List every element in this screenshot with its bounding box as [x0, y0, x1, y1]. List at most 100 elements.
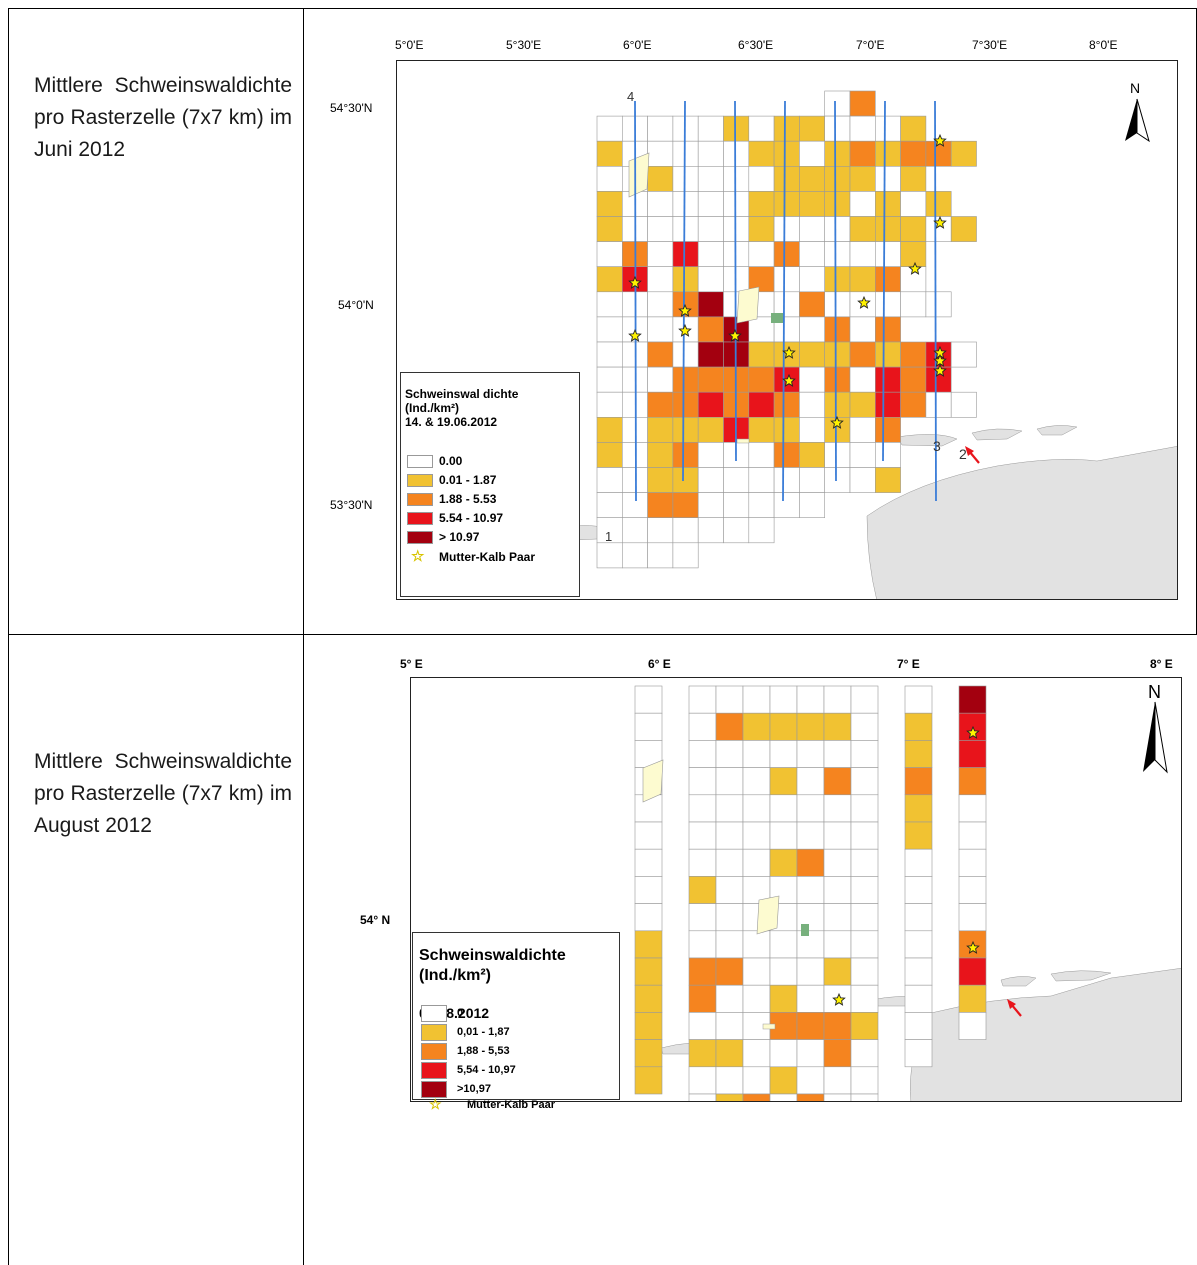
grid-cell — [715, 876, 744, 904]
axis-label: 5°0'E — [395, 38, 424, 52]
grid-cell — [769, 740, 798, 768]
grid-cell — [688, 903, 717, 932]
star-icon — [678, 303, 692, 317]
grid-cell — [849, 467, 876, 493]
grid-cell — [958, 1012, 987, 1040]
grid-cell — [900, 191, 927, 217]
grid-cell — [697, 517, 724, 544]
grid-cell — [796, 821, 825, 850]
grid-cell — [715, 1039, 744, 1068]
grid-cell — [647, 191, 674, 217]
grid-cell — [715, 984, 744, 1013]
grid-cell — [824, 216, 851, 242]
grid-cell — [769, 984, 798, 1013]
legend-swatch — [407, 512, 433, 525]
grid-cell — [904, 767, 933, 796]
grid-cell — [925, 140, 952, 167]
grid-cell — [850, 876, 879, 904]
axis-label: 53°30'N — [330, 498, 373, 512]
grid-cell — [958, 848, 987, 877]
grid-cell — [634, 957, 663, 986]
grid-cell — [773, 391, 800, 418]
grid-cell — [849, 115, 876, 142]
grid-cell — [622, 467, 648, 493]
grid-cell — [672, 442, 699, 468]
star-icon — [628, 275, 642, 289]
axis-label: 8°0'E — [1089, 38, 1118, 52]
grid-cell — [647, 115, 674, 142]
grid-cell — [697, 316, 724, 343]
map-august: N — [410, 677, 1182, 1102]
grid-cell — [850, 903, 879, 932]
grid-cell — [672, 216, 699, 242]
grid-cell — [824, 316, 851, 343]
grid-cell — [900, 391, 927, 418]
axis-label: 5° E — [400, 657, 423, 671]
grid-cell — [697, 291, 724, 318]
grid-cell — [723, 166, 750, 192]
grid-cell — [799, 391, 825, 418]
north-arrow-icon — [1143, 702, 1155, 772]
grid-cell — [874, 140, 901, 167]
grid-cell — [769, 848, 798, 877]
star-icon — [782, 345, 796, 359]
grid-cell — [742, 1039, 771, 1068]
star-icon — [832, 992, 846, 1006]
grid-cell — [773, 266, 800, 293]
grid-cell — [799, 366, 825, 393]
grid-cell — [596, 341, 623, 368]
grid-cell — [647, 316, 674, 343]
grid-cell — [647, 442, 674, 468]
grid-cell — [596, 391, 623, 418]
grid-cell — [596, 492, 623, 519]
grid-cell — [874, 291, 901, 318]
grid-cell — [715, 1066, 744, 1095]
grid-cell — [742, 740, 771, 768]
grid-cell — [647, 266, 674, 293]
star-icon — [908, 261, 922, 275]
land-mainland — [866, 446, 1177, 599]
grid-cell — [596, 467, 623, 493]
axis-label: 7°0'E — [856, 38, 885, 52]
grid-cell — [850, 767, 879, 796]
grid-cell — [850, 821, 879, 850]
legend-unit: (Ind./km²) — [419, 967, 491, 984]
grid-cell — [697, 140, 724, 167]
grid-cell — [824, 391, 851, 418]
grid-cell — [958, 740, 987, 768]
grid-cell — [958, 794, 987, 823]
grid-cell — [697, 416, 724, 443]
grid-cell — [904, 1039, 933, 1068]
grid-cell — [796, 1039, 825, 1068]
grid-cell — [904, 685, 933, 714]
grid-cell — [850, 712, 879, 741]
star-icon: ☆ — [411, 548, 425, 565]
grid-cell — [849, 266, 876, 293]
grid-cell — [715, 794, 744, 823]
grid-cell — [769, 1039, 798, 1068]
grid-cell — [697, 442, 724, 468]
grid-cell — [900, 166, 927, 192]
grid-cell — [824, 291, 851, 318]
grid-cell — [596, 166, 623, 192]
grid-cell — [823, 740, 852, 768]
grid-cell — [769, 957, 798, 986]
grid-cell — [715, 1012, 744, 1040]
transect-label: 1 — [605, 529, 612, 544]
transect-line — [882, 100, 886, 462]
grid-cell — [904, 712, 933, 741]
grid-cell — [742, 685, 771, 714]
grid-cell — [925, 291, 952, 318]
grid-cell — [688, 1012, 717, 1040]
transect-label: 2 — [959, 446, 967, 462]
land-island — [971, 428, 1023, 441]
legend-label: >10,97 — [457, 1083, 491, 1095]
transect-line — [934, 100, 937, 502]
grid-cell — [874, 115, 901, 142]
legend-star-label: Mutter-Kalb Paar — [467, 1099, 556, 1111]
axis-label: 7° E — [897, 657, 920, 671]
grid-cell — [596, 442, 623, 468]
grid-cell — [900, 216, 927, 242]
grid-cell — [688, 1093, 717, 1101]
grid-cell — [874, 216, 901, 242]
